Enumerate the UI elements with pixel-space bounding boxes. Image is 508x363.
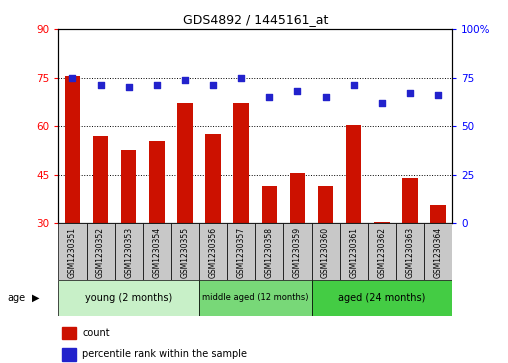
Bar: [115, 223, 143, 280]
Point: [378, 100, 386, 106]
Bar: [86, 223, 115, 280]
Point: [322, 94, 330, 100]
Bar: [199, 280, 311, 316]
Text: count: count: [82, 328, 110, 338]
Text: GSM1230360: GSM1230360: [321, 227, 330, 278]
Text: GSM1230356: GSM1230356: [209, 227, 217, 278]
Bar: [121, 150, 137, 223]
Bar: [65, 76, 80, 223]
Bar: [430, 205, 446, 223]
Point: [124, 84, 133, 90]
Bar: [62, 348, 76, 361]
Text: young (2 months): young (2 months): [85, 293, 172, 303]
Bar: [262, 186, 277, 223]
Bar: [311, 280, 452, 316]
Text: aged (24 months): aged (24 months): [338, 293, 426, 303]
Point: [181, 77, 189, 82]
Bar: [199, 223, 227, 280]
Bar: [58, 223, 86, 280]
Bar: [149, 141, 165, 223]
Point: [97, 82, 105, 88]
Text: GSM1230363: GSM1230363: [405, 227, 415, 278]
Bar: [318, 186, 333, 223]
Bar: [340, 223, 368, 280]
Bar: [368, 223, 396, 280]
Bar: [234, 103, 249, 223]
Bar: [205, 134, 221, 223]
Bar: [93, 136, 108, 223]
Text: GSM1230362: GSM1230362: [377, 227, 386, 278]
Point: [294, 88, 302, 94]
Bar: [58, 280, 199, 316]
Bar: [290, 173, 305, 223]
Point: [350, 82, 358, 88]
Text: GSM1230358: GSM1230358: [265, 227, 274, 278]
Bar: [62, 327, 76, 339]
Point: [209, 82, 217, 88]
Text: age: age: [8, 293, 26, 303]
Text: GSM1230351: GSM1230351: [68, 227, 77, 278]
Point: [265, 94, 273, 100]
Text: GSM1230352: GSM1230352: [96, 227, 105, 278]
Point: [406, 90, 414, 96]
Bar: [424, 223, 452, 280]
Bar: [311, 223, 340, 280]
Bar: [177, 103, 193, 223]
Bar: [143, 223, 171, 280]
Bar: [346, 125, 361, 223]
Bar: [283, 223, 311, 280]
Point: [69, 75, 77, 81]
Text: GSM1230364: GSM1230364: [433, 227, 442, 278]
Bar: [227, 223, 255, 280]
Title: GDS4892 / 1445161_at: GDS4892 / 1445161_at: [182, 13, 328, 26]
Point: [153, 82, 161, 88]
Bar: [171, 223, 199, 280]
Bar: [396, 223, 424, 280]
Text: GSM1230353: GSM1230353: [124, 227, 133, 278]
Text: middle aged (12 months): middle aged (12 months): [202, 293, 308, 302]
Text: GSM1230359: GSM1230359: [293, 227, 302, 278]
Text: GSM1230355: GSM1230355: [180, 227, 189, 278]
Point: [237, 75, 245, 81]
Text: ▶: ▶: [31, 293, 39, 303]
Text: GSM1230354: GSM1230354: [152, 227, 162, 278]
Point: [434, 92, 442, 98]
Text: GSM1230361: GSM1230361: [349, 227, 358, 278]
Bar: [374, 222, 390, 223]
Text: percentile rank within the sample: percentile rank within the sample: [82, 349, 247, 359]
Bar: [402, 178, 418, 223]
Text: GSM1230357: GSM1230357: [237, 227, 246, 278]
Bar: [255, 223, 283, 280]
